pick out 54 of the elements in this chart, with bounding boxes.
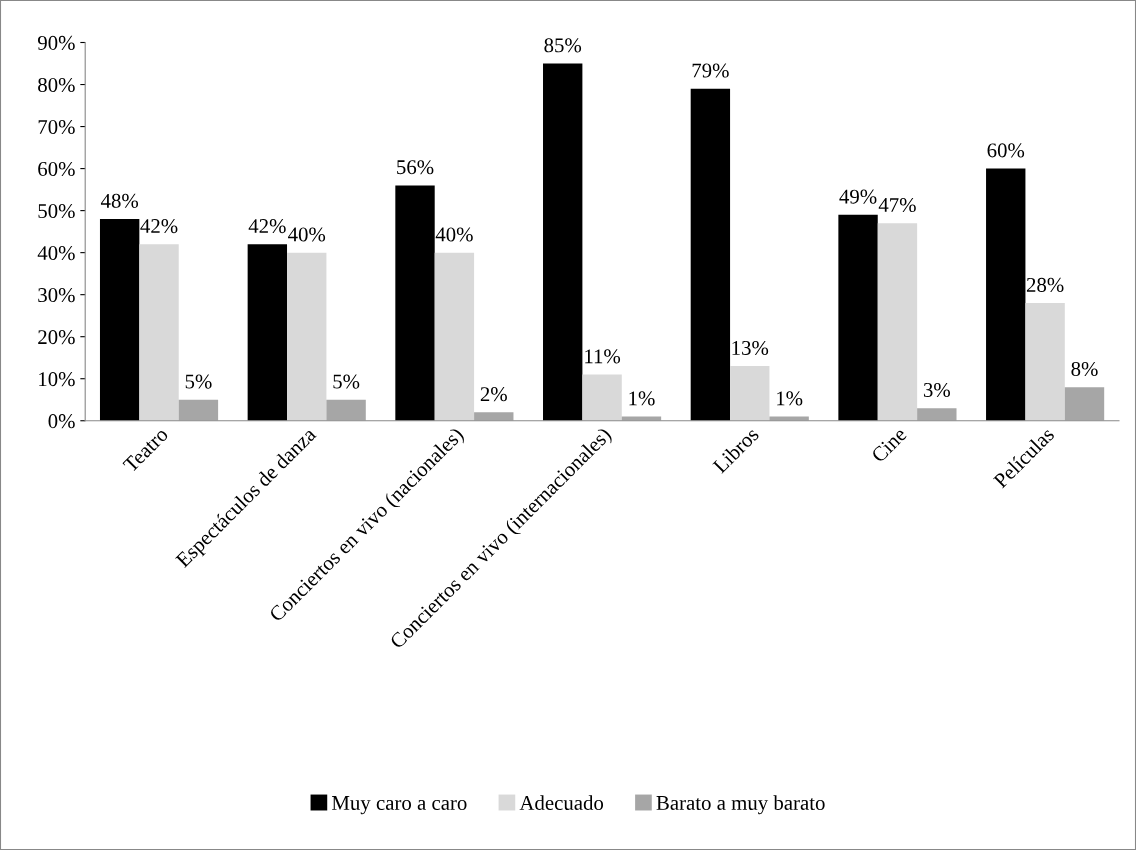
y-tick-label: 40% (37, 246, 75, 261)
y-tick-label: 20% (38, 330, 75, 345)
bar (99, 219, 140, 421)
legend-label: Adecuado (519, 795, 604, 810)
x-tick-label: Cine (870, 426, 908, 464)
data-label: 40% (288, 227, 326, 242)
y-tick-label: 60% (38, 161, 75, 177)
data-label: 28% (1026, 277, 1064, 292)
bar (877, 223, 918, 421)
y-tick-label: 0% (48, 414, 75, 429)
data-label: 85% (544, 38, 582, 53)
bar (178, 399, 219, 421)
legend-label: Barato a muy barato (656, 795, 825, 815)
bar (326, 399, 366, 421)
bar (582, 374, 622, 421)
data-label: 60% (987, 143, 1025, 158)
data-label: 13% (732, 340, 769, 356)
bar (543, 63, 583, 421)
data-label: 56% (397, 160, 434, 175)
data-label: 1% (777, 391, 803, 406)
bar (1025, 303, 1065, 421)
legend-label: Muy caro a caro (331, 796, 467, 815)
y-tick-label: 90% (37, 35, 75, 50)
data-label: 42% (248, 219, 286, 234)
data-label: 5% (185, 374, 212, 389)
bar (838, 214, 878, 421)
bar (690, 88, 731, 421)
data-label: 8% (1071, 361, 1098, 377)
bar (1064, 387, 1105, 421)
bar (434, 252, 475, 421)
data-label: 47% (878, 197, 916, 213)
bar (287, 252, 327, 421)
data-label: 49% (839, 189, 877, 204)
y-tick-label: 80% (38, 77, 75, 93)
data-label: 40% (435, 227, 473, 242)
data-label: 1% (629, 391, 655, 406)
data-label: 5% (333, 374, 360, 389)
y-tick-label: 10% (39, 372, 75, 387)
bar (730, 366, 770, 421)
bar (247, 244, 288, 421)
y-tick-label: 70% (38, 119, 75, 135)
y-tick-label: 50% (38, 203, 75, 219)
data-label: 11% (585, 349, 621, 364)
bar (986, 168, 1026, 421)
y-tick-label: 30% (38, 288, 75, 303)
data-label: 3% (923, 382, 950, 398)
bar (474, 412, 514, 421)
bar (139, 244, 179, 421)
bar (917, 408, 957, 421)
data-label: 79% (692, 63, 729, 78)
data-label: 42% (140, 219, 178, 234)
data-label: 48% (100, 193, 139, 208)
data-label: 2% (480, 387, 507, 402)
bar (395, 185, 435, 421)
